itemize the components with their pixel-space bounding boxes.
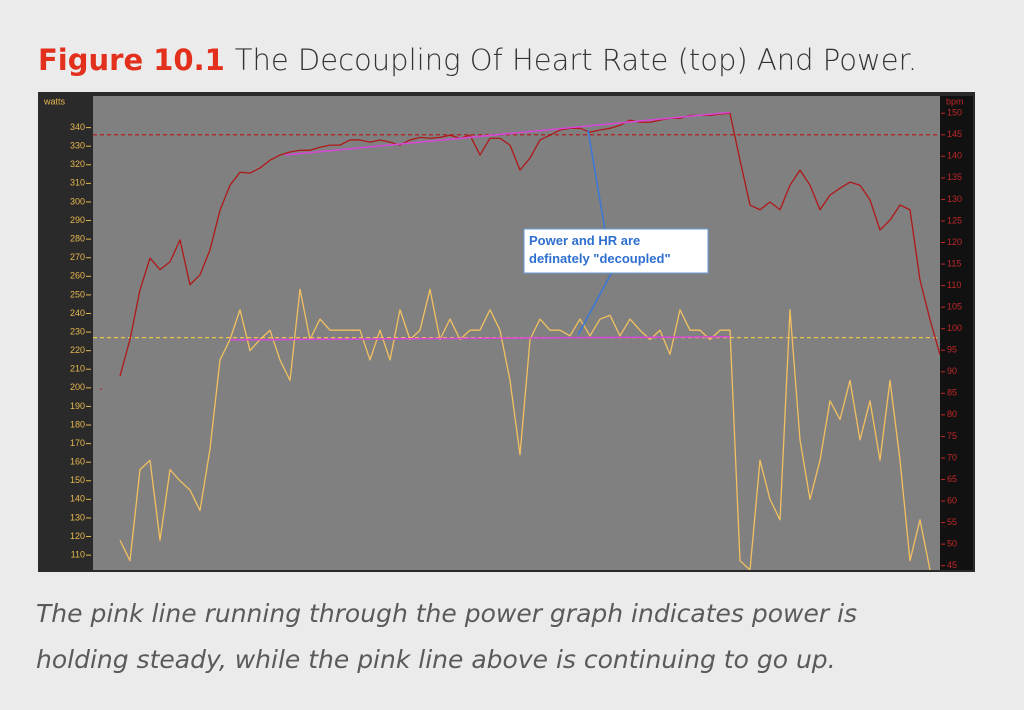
y-tick-label: 280: [70, 234, 85, 244]
y2-tick-label: 135: [947, 172, 962, 182]
data-line: [100, 112, 940, 390]
y-tick-label: 120: [70, 531, 85, 541]
figure-heading: Figure 10.1 The Decoupling Of Heart Rate …: [38, 43, 917, 77]
y2-tick-label: 50: [947, 539, 957, 549]
y2-tick-label: 80: [947, 409, 957, 419]
y-tick-label: 230: [70, 326, 85, 336]
y-tick-label: 190: [70, 401, 85, 411]
pointer-line: [587, 129, 606, 231]
annotation-text: Power and HR are: [529, 233, 640, 248]
y2-tick-label: 115: [947, 258, 961, 268]
y-tick-label: 260: [70, 271, 85, 281]
y-tick-label: 200: [70, 382, 85, 392]
y2-tick-label: 65: [947, 474, 957, 484]
y-tick-label: 270: [70, 252, 85, 262]
y2-axis-label: bpm: [946, 96, 964, 106]
plot-area: [93, 96, 940, 570]
y2-tick-label: 85: [947, 388, 957, 398]
y-tick-label: 330: [70, 141, 85, 151]
y2-tick-label: 130: [947, 194, 962, 204]
y2-tick-label: 95: [947, 345, 957, 355]
caption-line: holding steady, while the pink line abov…: [36, 645, 836, 674]
figure-title: The Decoupling Of Heart Rate (top) And P…: [235, 43, 917, 77]
y2-tick-label: 105: [947, 302, 962, 312]
y2-tick-label: 75: [947, 431, 957, 441]
y-tick-label: 320: [70, 159, 85, 169]
y-tick-label: 150: [70, 475, 85, 485]
y-axis-label: watts: [43, 96, 66, 106]
y-tick-label: 110: [71, 550, 85, 560]
y-tick-label: 340: [70, 122, 85, 132]
y2-tick-label: 145: [947, 129, 962, 139]
y2-tick-label: 110: [947, 280, 961, 290]
y-tick-label: 220: [70, 345, 85, 355]
y2-tick-label: 45: [947, 560, 957, 570]
y2-tick-label: 60: [947, 495, 957, 505]
annotation-box: [523, 228, 709, 274]
y-tick-label: 310: [70, 178, 85, 188]
y-tick-label: 180: [70, 419, 85, 429]
y2-tick-label: 55: [947, 517, 957, 527]
y-tick-label: 140: [70, 494, 85, 504]
y-tick-label: 240: [70, 308, 85, 318]
right-axis-panel: [940, 96, 973, 570]
y-tick-label: 170: [70, 438, 85, 448]
y2-tick-label: 70: [947, 452, 957, 462]
annotation-text: definately "decoupled": [529, 251, 671, 266]
y2-tick-label: 150: [947, 108, 962, 118]
caption-line: The pink line running through the power …: [36, 599, 857, 628]
y2-tick-label: 100: [947, 323, 962, 333]
y2-tick-label: 120: [947, 237, 962, 247]
trend-line: [284, 111, 731, 156]
y2-tick-label: 140: [947, 151, 962, 161]
y-tick-label: 160: [70, 457, 85, 467]
y-tick-label: 290: [70, 215, 85, 225]
plot-marks: [93, 111, 940, 570]
y-tick-label: 210: [70, 364, 85, 374]
y2-tick-label: 90: [947, 366, 957, 376]
data-line: [119, 288, 931, 570]
pointer-line: [577, 271, 613, 336]
y-tick-label: 250: [70, 289, 85, 299]
figure-label: Figure 10.1: [38, 43, 225, 77]
y-tick-label: 130: [70, 512, 85, 522]
trend-line: [229, 335, 731, 341]
y-tick-label: 300: [70, 196, 85, 206]
y2-tick-label: 125: [947, 215, 962, 225]
